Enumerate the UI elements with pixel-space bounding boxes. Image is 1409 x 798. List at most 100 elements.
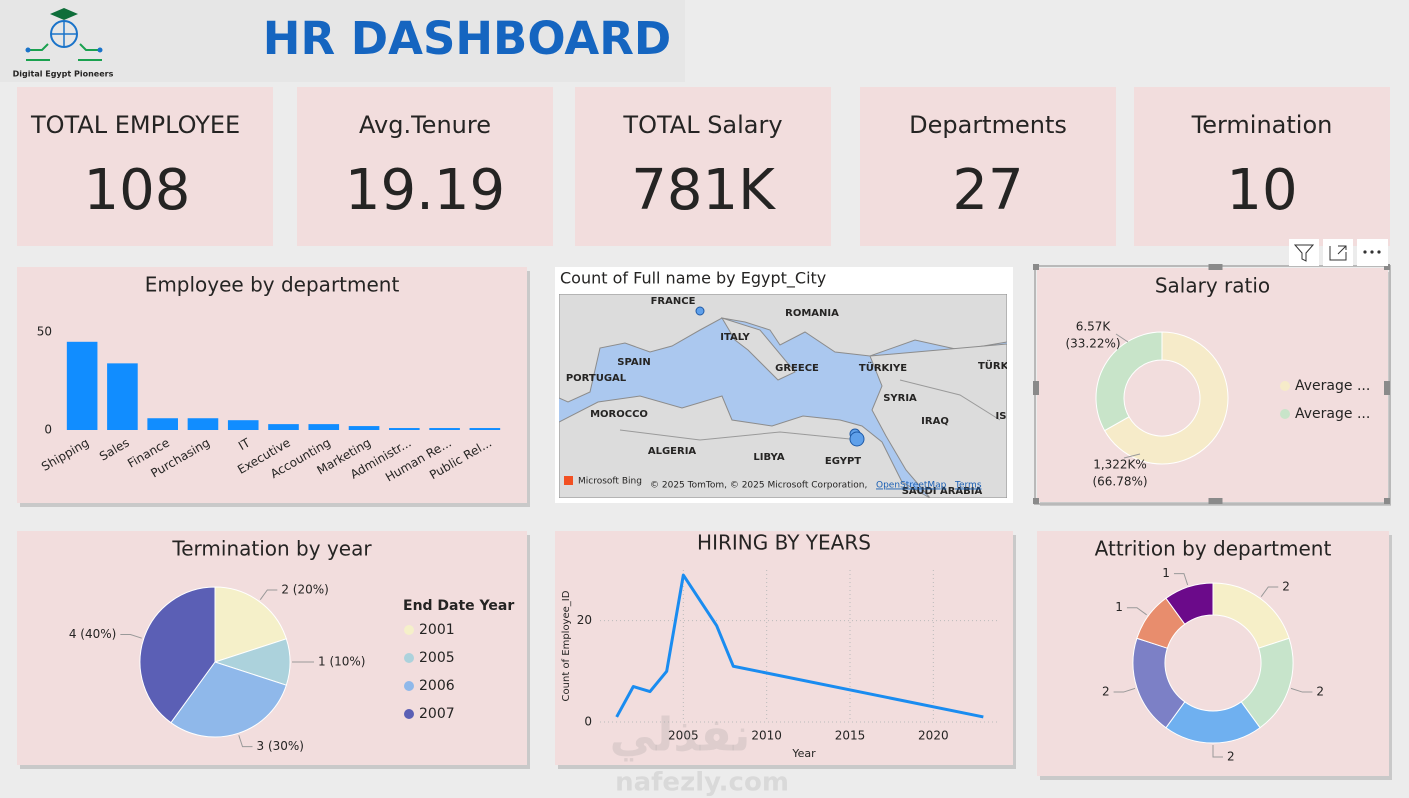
kpi-card xyxy=(1134,87,1390,246)
slice xyxy=(1103,331,1229,465)
map-land xyxy=(559,395,932,498)
map-label: SAUDI ARABIA xyxy=(902,486,983,497)
visual-toolbar xyxy=(1289,239,1388,266)
data-label: 4 (40%) xyxy=(69,627,116,641)
map-provider: Microsoft Bing xyxy=(578,477,642,487)
x-tick-label: 2015 xyxy=(835,729,866,743)
map-label: TÜRKI xyxy=(978,358,1012,372)
legend-marker xyxy=(1280,381,1290,391)
map-label: PORTUGAL xyxy=(566,373,627,384)
map-border xyxy=(619,379,1001,441)
legend-marker xyxy=(404,625,414,635)
kpi-label: TOTAL Salary xyxy=(622,111,782,139)
bar xyxy=(147,418,178,430)
y-axis-title: Count of Employee_ID xyxy=(561,590,572,701)
logo-cap xyxy=(50,8,78,20)
logo-dot xyxy=(97,47,103,53)
line xyxy=(615,573,984,719)
map-label: ITALY xyxy=(720,332,750,343)
map-title: Count of Full name by Egypt_City xyxy=(560,269,826,289)
bar xyxy=(348,426,380,430)
map-panel: Count of Full name by Egypt_City FRANCE I… xyxy=(555,267,1013,503)
map-osm-link[interactable]: OpenStreetMap xyxy=(876,481,947,491)
map-label: ALGERIA xyxy=(648,446,697,457)
slice xyxy=(214,586,287,663)
legend-marker xyxy=(404,653,414,663)
data-label: 2 xyxy=(1102,685,1110,699)
more-dot xyxy=(1377,250,1381,254)
legend-label: Average ... xyxy=(1295,406,1370,422)
map-label: LIBYA xyxy=(753,452,784,463)
dashboard-title: HR DASHBOARD xyxy=(263,12,671,65)
legend-label: 2001 xyxy=(419,622,455,638)
focus-button[interactable] xyxy=(1323,239,1353,266)
kpi-card xyxy=(860,87,1116,246)
kpi-card xyxy=(575,87,831,246)
y-tick-label: 20 xyxy=(577,613,592,627)
map-label: EGYPT xyxy=(825,456,861,467)
bar xyxy=(227,420,259,430)
map-label: SPAIN xyxy=(617,357,650,368)
map-label: TÜRKIYE xyxy=(859,360,907,374)
map-point xyxy=(695,306,705,316)
kpi-label: Avg.Tenure xyxy=(359,111,491,139)
data-label: 2 xyxy=(1316,685,1324,699)
data-label: 1 (10%) xyxy=(318,655,365,669)
amount-label: 6.57K xyxy=(1076,320,1112,334)
map-label: IS xyxy=(996,411,1007,422)
kpi-value: 108 xyxy=(84,158,191,223)
logo-text: Digital Egypt Pioneers xyxy=(13,70,114,79)
bar xyxy=(469,428,501,430)
resize-handle xyxy=(1384,381,1390,395)
kpi-value: 27 xyxy=(952,158,1023,223)
bar xyxy=(389,428,420,430)
map-label: FRANCE xyxy=(651,296,696,307)
map-label: ROMANIA xyxy=(785,308,839,319)
bing-logo xyxy=(564,476,573,485)
leader-line xyxy=(238,735,253,748)
amount-label: 1,322K% xyxy=(1093,458,1147,472)
legend-title: End Date Year xyxy=(403,598,514,614)
slice xyxy=(139,586,216,724)
leader-line xyxy=(1123,453,1141,459)
chart-card xyxy=(555,531,1013,765)
map-labels: FRANCE ITALY ROMANIA SPAIN PORTUGAL GREECE TÜR… xyxy=(566,296,1012,497)
leader-line xyxy=(1212,745,1223,758)
map-label: MOROCCO xyxy=(590,409,648,420)
leader-line xyxy=(1290,687,1313,693)
bar xyxy=(107,363,138,430)
legend-marker xyxy=(1280,409,1290,419)
kpi-label: TOTAL EMPLOYEE xyxy=(30,111,240,139)
y-tick-label: 50 xyxy=(37,325,52,339)
more-dot xyxy=(1370,250,1374,254)
kpi-card xyxy=(297,87,553,246)
logo: Digital Egypt Pioneers xyxy=(13,8,114,79)
map-canvas: FRANCE ITALY ROMANIA SPAIN PORTUGAL GREECE TÜR… xyxy=(559,294,1012,498)
filter-button[interactable] xyxy=(1289,239,1319,266)
data-label: 2 (20%) xyxy=(281,582,328,596)
x-tick-label: 2010 xyxy=(751,729,782,743)
map-land xyxy=(869,343,1007,498)
resize-handle xyxy=(1033,498,1039,504)
y-tick-label: 0 xyxy=(44,423,52,437)
leader-line xyxy=(1126,607,1147,616)
chart-title: HIRING BY YEARS xyxy=(697,531,871,555)
resize-handle xyxy=(1033,381,1039,395)
filter-icon xyxy=(1293,244,1315,262)
map-terms-link[interactable]: Terms xyxy=(954,481,982,491)
data-label: 1 xyxy=(1115,600,1123,614)
logo-circuit xyxy=(26,43,102,61)
bar xyxy=(187,418,219,430)
data-label: (66.78%) xyxy=(1092,475,1147,489)
x-axis-title: Year xyxy=(791,747,816,760)
bar xyxy=(308,424,340,430)
y-tick-label: 0 xyxy=(584,715,592,729)
map-land xyxy=(720,317,796,381)
kpi-value: 19.19 xyxy=(345,158,505,223)
chart-title: Employee by department xyxy=(145,273,400,297)
kpi-value: 781K xyxy=(631,158,776,223)
x-tick-label: 2005 xyxy=(668,729,699,743)
leader-line xyxy=(1115,333,1129,343)
